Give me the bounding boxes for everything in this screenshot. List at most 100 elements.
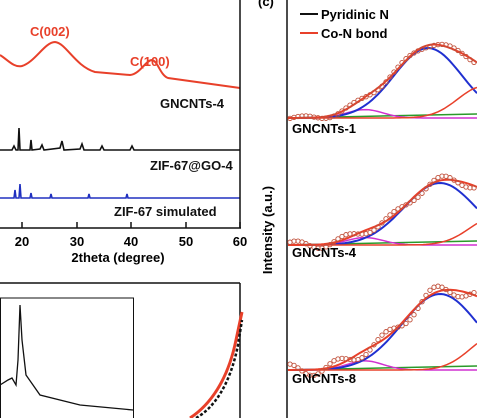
- data-point: [471, 289, 477, 296]
- data-point: [447, 175, 453, 181]
- data-point: [335, 111, 341, 117]
- data-point: [387, 212, 393, 218]
- peak-label: C(002): [30, 24, 70, 39]
- data-point: [375, 336, 381, 343]
- data-point: [387, 74, 393, 80]
- data-point: [391, 69, 397, 75]
- fit-envelope: [288, 43, 477, 119]
- data-point: [375, 87, 381, 93]
- data-point: [411, 50, 417, 56]
- data-point: [371, 342, 377, 348]
- data-point: [423, 186, 429, 192]
- data-point: [367, 229, 373, 236]
- data-point: [327, 241, 333, 248]
- data-point: [295, 365, 301, 371]
- data-point: [379, 83, 385, 89]
- data-point: [419, 190, 425, 196]
- data-point: [371, 227, 377, 233]
- data-point: [335, 236, 341, 242]
- fit-envelope: [288, 288, 477, 371]
- data-point: [383, 79, 389, 85]
- data-point: [395, 206, 401, 212]
- data-point: [399, 59, 405, 66]
- curve: [189, 311, 244, 418]
- xps-spectra: [287, 41, 477, 379]
- xrd-curve: [0, 183, 240, 199]
- data-point: [423, 292, 429, 299]
- data-point: [455, 180, 461, 186]
- data-point: [375, 224, 381, 230]
- data-point: [395, 64, 401, 70]
- data-point: [447, 289, 453, 296]
- data-point: [315, 371, 321, 377]
- data-point: [351, 99, 357, 106]
- legend-label: Co-N bond: [321, 26, 387, 41]
- data-point: [471, 59, 477, 66]
- data-point: [383, 216, 389, 222]
- data-point: [427, 287, 433, 293]
- data-point: [403, 320, 409, 327]
- curve-label: ZIF-67@GO-4: [150, 158, 234, 173]
- curve: [195, 319, 244, 418]
- data-point: [451, 177, 457, 183]
- x-tick-label: 30: [70, 234, 84, 249]
- sample-label: GNCNTs-8: [292, 371, 356, 386]
- data-point: [319, 368, 325, 374]
- data-point: [379, 220, 385, 226]
- data-point: [403, 56, 409, 62]
- x-tick-label: 60: [233, 234, 247, 249]
- data-point: [379, 332, 385, 338]
- data-point: [447, 43, 453, 49]
- curve-label: GNCNTs-4: [160, 96, 225, 111]
- data-point: [367, 92, 373, 98]
- data-point: [411, 197, 417, 204]
- sample-label: GNCNTs-1: [292, 121, 356, 136]
- data-point: [367, 347, 373, 353]
- fit-envelope: [288, 178, 477, 246]
- x-tick-label: 40: [124, 234, 138, 249]
- data-point: [407, 317, 413, 323]
- data-point: [455, 47, 461, 54]
- x-tick-label: 20: [15, 234, 29, 249]
- data-point: [467, 56, 473, 63]
- data-point: [415, 305, 421, 312]
- data-point: [459, 50, 465, 57]
- legend-label: Pyridinic N: [321, 7, 389, 22]
- data-point: [299, 368, 305, 374]
- peak-label: C(100): [130, 54, 170, 69]
- data-point: [331, 113, 337, 119]
- data-point: [327, 361, 333, 367]
- data-point: [431, 177, 437, 184]
- sample-label: GNCNTs-4: [292, 245, 357, 260]
- panel-tag: (c): [258, 0, 274, 9]
- xrd-curve: [0, 40, 241, 89]
- data-point: [303, 241, 309, 247]
- data-point: [439, 284, 445, 290]
- data-point: [415, 194, 421, 200]
- x-axis-label: 2theta (degree): [71, 250, 164, 265]
- data-point: [347, 102, 353, 108]
- data-point: [419, 299, 425, 305]
- data-point: [323, 244, 329, 250]
- y-axis-label: Intensity (a.u.): [260, 186, 275, 274]
- data-point: [371, 89, 377, 96]
- fit-component: [288, 292, 477, 371]
- data-point: [331, 239, 337, 245]
- data-point: [359, 355, 365, 361]
- data-point: [471, 185, 477, 191]
- fit-component: [288, 181, 477, 246]
- data-point: [399, 323, 405, 329]
- inset-curve: [0, 304, 134, 411]
- data-point: [323, 364, 329, 371]
- inset-frame: [0, 297, 134, 418]
- data-point: [343, 105, 349, 111]
- data-point: [427, 181, 433, 187]
- data-point: [451, 45, 457, 51]
- curve-label: ZIF-67 simulated: [114, 204, 217, 219]
- data-point: [291, 362, 297, 369]
- x-ticks: 20 30 40 50 60: [15, 222, 247, 249]
- data-point: [339, 108, 345, 114]
- data-point: [403, 202, 409, 208]
- data-point: [463, 53, 469, 60]
